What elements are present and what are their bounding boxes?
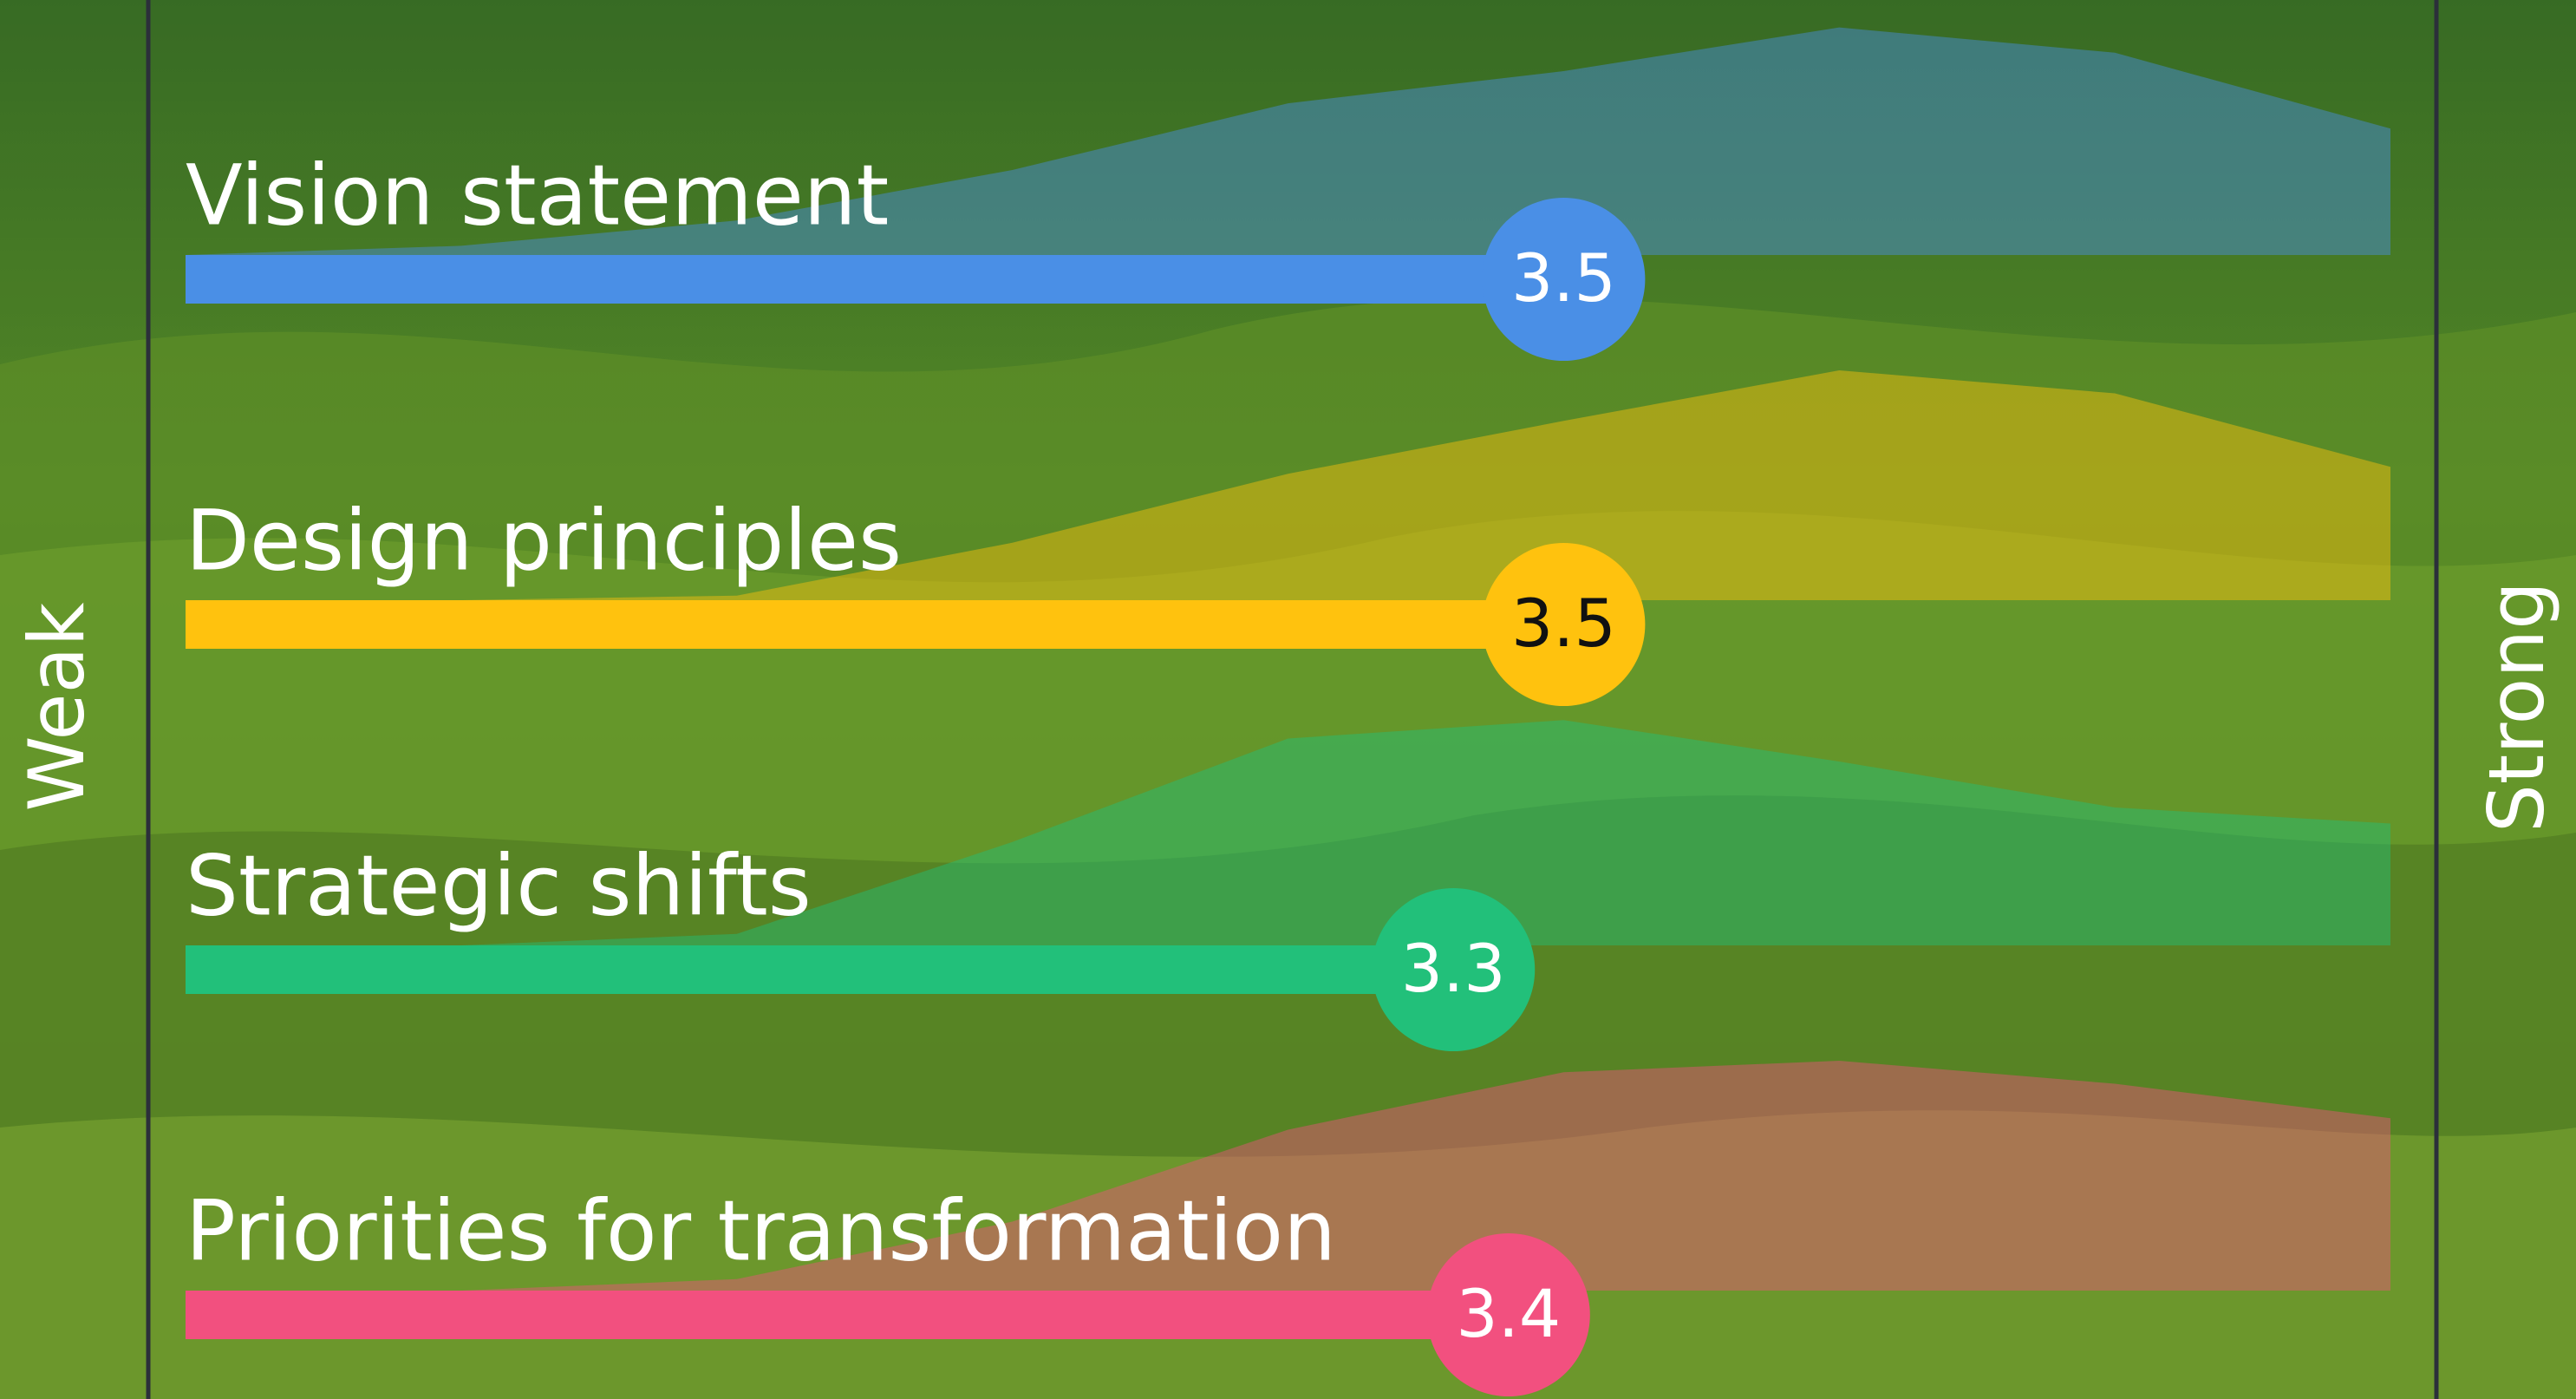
value-marker — [1372, 888, 1536, 1051]
value-label: 3.4 — [1456, 1275, 1561, 1352]
bar — [186, 600, 1564, 649]
category-label: Priorities for transformation — [186, 1182, 1336, 1279]
value-label: 3.5 — [1511, 585, 1616, 662]
category-label: Vision statement — [186, 147, 889, 244]
distribution-area — [186, 1061, 2390, 1291]
value-marker — [1426, 1233, 1590, 1396]
axis-label-left: Weak — [12, 603, 101, 812]
bar — [186, 255, 1564, 304]
value-label: 3.5 — [1511, 239, 1616, 317]
distribution-area — [186, 720, 2390, 945]
bar — [186, 1291, 1509, 1339]
value-label: 3.3 — [1401, 930, 1506, 1007]
bar — [186, 945, 1454, 994]
category-label: Strategic shifts — [186, 837, 812, 934]
value-marker — [1482, 543, 1646, 706]
category-label: Design principles — [186, 492, 902, 589]
distribution-area — [186, 27, 2390, 256]
distribution-area — [186, 370, 2390, 600]
axis-label-right: Strong — [2472, 581, 2561, 833]
value-marker — [1482, 198, 1646, 361]
